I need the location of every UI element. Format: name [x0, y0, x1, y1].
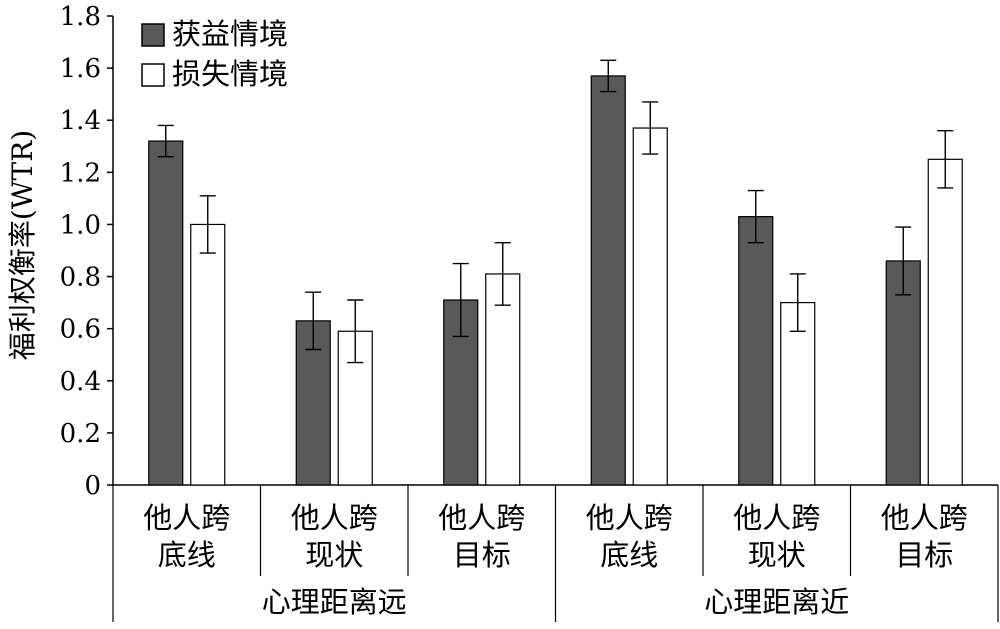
x-category-label-line1: 他人跨	[291, 501, 378, 535]
bar	[780, 302, 816, 486]
y-axis-label-group: 福利权衡率(WTR)	[6, 130, 39, 360]
y-tick-label: 0.8	[60, 263, 101, 293]
x-category-label-line2: 目标	[895, 538, 953, 572]
x-category-label-line2: 现状	[305, 538, 363, 572]
x-group-label: 心理距离远	[262, 585, 407, 619]
y-tick-label: 1.0	[60, 210, 101, 240]
x-category-label-line2: 现状	[748, 538, 806, 572]
x-category-label-line1: 他人跨	[733, 501, 820, 535]
y-tick-label: 1.6	[60, 54, 101, 84]
bars	[148, 75, 963, 486]
bar	[485, 273, 521, 486]
bar	[190, 223, 226, 486]
x-category-label-line1: 他人跨	[881, 501, 968, 535]
x-category-label-line2: 目标	[453, 538, 511, 572]
error-bars	[157, 59, 954, 364]
bar	[738, 216, 774, 486]
y-tick-label: 1.4	[60, 106, 101, 136]
x-category-label-line2: 底线	[158, 538, 216, 572]
y-tick-label: 0.6	[60, 315, 101, 345]
legend-label: 损失情境	[172, 57, 288, 91]
bar	[148, 140, 184, 486]
x-group-label: 心理距离近	[704, 585, 849, 619]
y-tick-label: 1.2	[60, 158, 101, 188]
bar	[590, 75, 626, 486]
y-axis-label: 福利权衡率(WTR)	[6, 130, 39, 360]
bar	[443, 299, 479, 486]
y-tick-label: 0.4	[60, 367, 101, 397]
y-tick-label: 0	[84, 471, 101, 501]
y-tick-label: 1.8	[60, 2, 101, 32]
x-category-label-line2: 底线	[600, 538, 658, 572]
x-category-label-line1: 他人跨	[586, 501, 673, 535]
bar	[632, 127, 668, 486]
axes: 0 0.2 0.4 0.6 0.8 1.0 1.2 1.4 1.6 1.8	[60, 2, 999, 622]
bar	[927, 158, 963, 486]
x-category-label-line1: 他人跨	[143, 501, 230, 535]
x-category-label-line1: 他人跨	[438, 501, 525, 535]
legend-label: 获益情境	[172, 17, 288, 51]
legend-swatch	[141, 23, 165, 47]
y-tick-label: 0.2	[60, 419, 101, 449]
legend-swatch	[141, 63, 165, 87]
